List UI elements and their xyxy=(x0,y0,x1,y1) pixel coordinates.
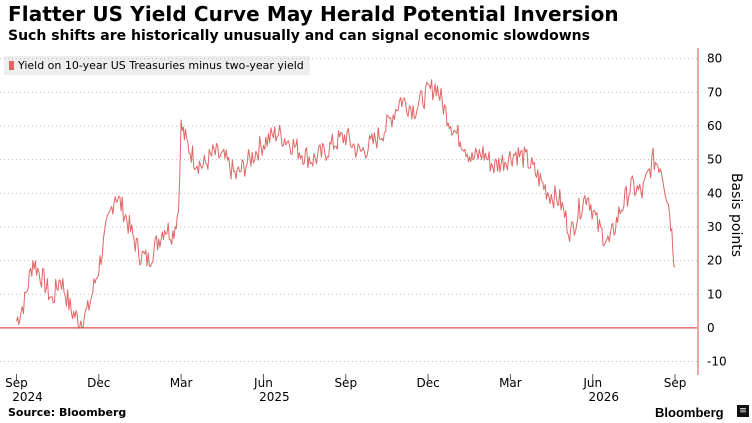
y-axis-title: Basis points xyxy=(728,173,744,257)
x-year-label: 2024 xyxy=(12,390,43,404)
brand-menu-icon[interactable]: ≡ xyxy=(737,405,749,417)
x-tick-label: Jun xyxy=(253,376,273,390)
y-tick-label: 30 xyxy=(707,220,722,234)
x-year-label: 2025 xyxy=(259,390,290,404)
series-line xyxy=(16,79,676,329)
y-tick-label: 80 xyxy=(707,52,722,66)
y-tick-label: 40 xyxy=(707,186,722,200)
chart-title: Flatter US Yield Curve May Herald Potent… xyxy=(8,2,619,26)
y-tick-label: 50 xyxy=(707,153,722,167)
x-tick-label: Mar xyxy=(170,376,193,390)
x-tick-label: Sep xyxy=(334,376,357,390)
y-tick-label: 60 xyxy=(707,119,722,133)
x-tick-label: Dec xyxy=(416,376,439,390)
x-tick-label: Sep xyxy=(5,376,28,390)
y-tick-label: 70 xyxy=(707,85,722,99)
x-tick-label: Sep xyxy=(664,376,687,390)
legend-swatch xyxy=(9,61,14,70)
legend-label: Yield on 10-year US Treasuries minus two… xyxy=(18,59,304,72)
y-tick-label: 0 xyxy=(707,321,715,335)
x-tick-label: Mar xyxy=(499,376,522,390)
brand-logo: Bloomberg xyxy=(655,405,724,420)
y-tick-label: 20 xyxy=(707,254,722,268)
legend: Yield on 10-year US Treasuries minus two… xyxy=(4,56,310,75)
chart-subtitle: Such shifts are historically unusually a… xyxy=(8,28,590,44)
x-tick-label: Jun xyxy=(582,376,602,390)
source-note: Source: Bloomberg xyxy=(8,406,127,419)
y-tick-label: -10 xyxy=(707,355,727,369)
y-tick-label: 10 xyxy=(707,287,722,301)
x-tick-label: Dec xyxy=(87,376,110,390)
x-year-label: 2026 xyxy=(588,390,619,404)
